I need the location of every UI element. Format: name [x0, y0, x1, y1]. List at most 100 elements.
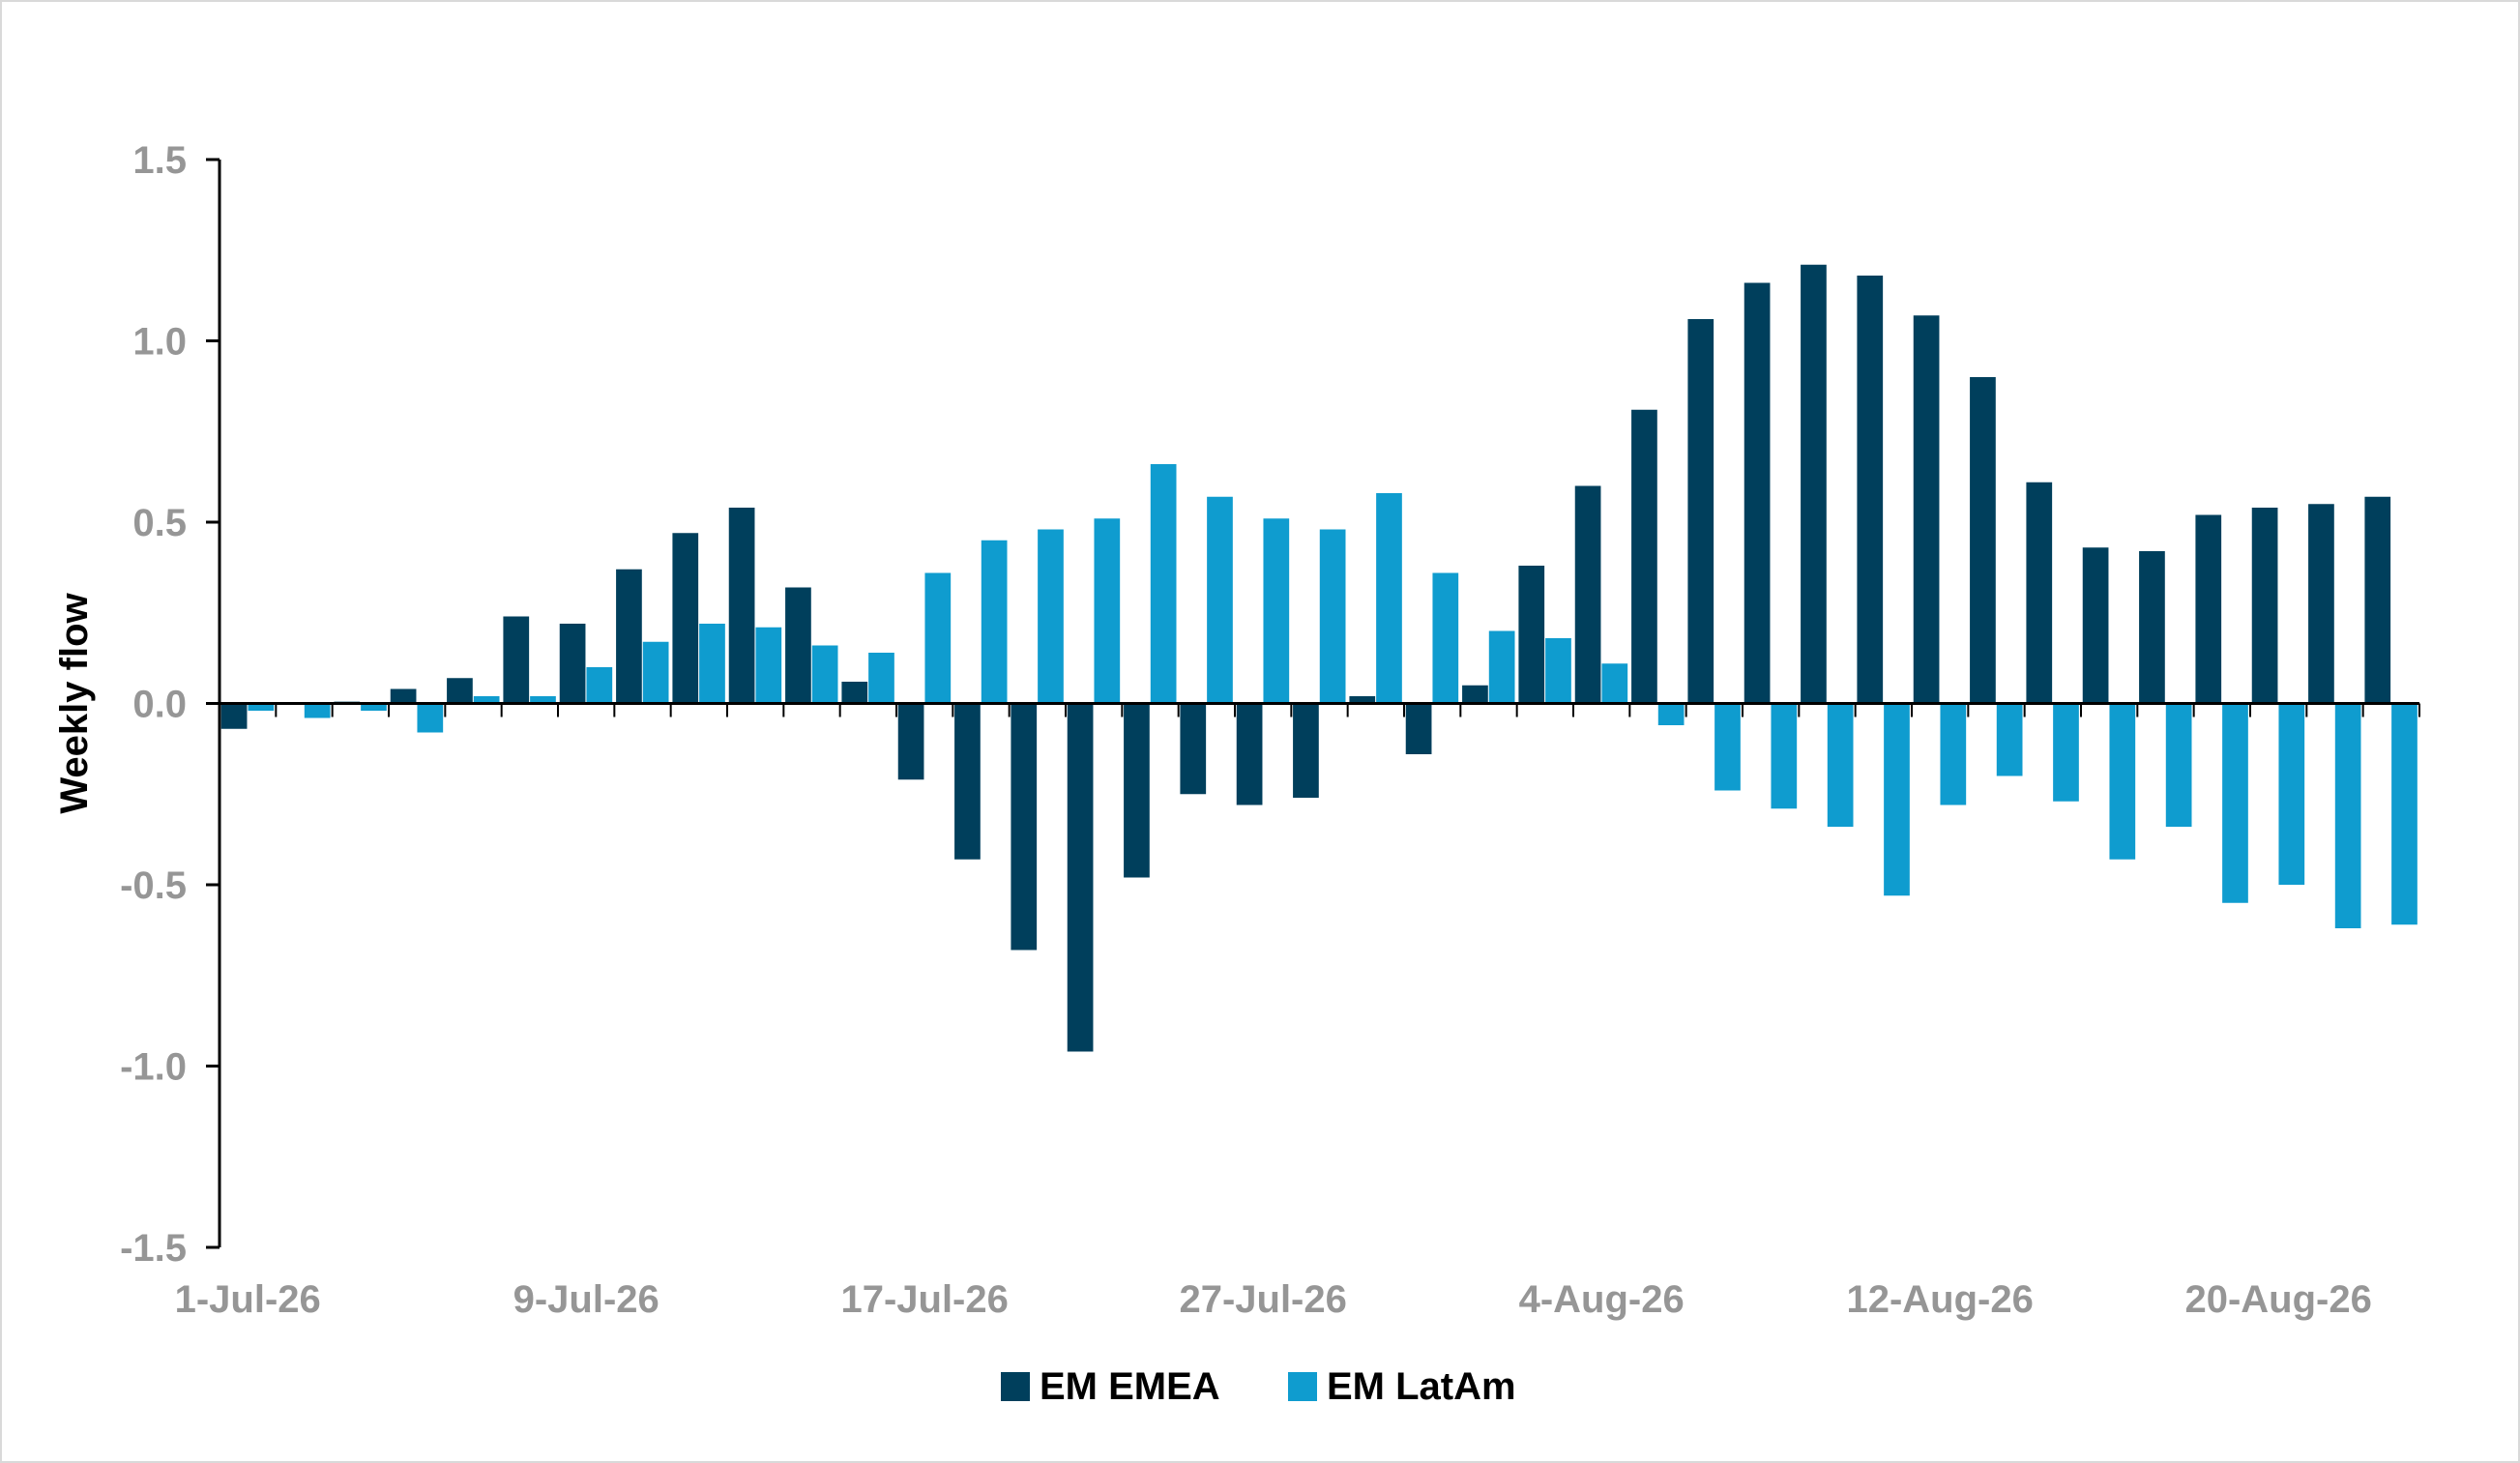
bar-em-latam-7	[642, 641, 669, 704]
x-tick-label: 20-Aug-26	[2184, 1278, 2371, 1321]
bar-em-emea-30	[1913, 315, 1940, 704]
bar-em-emea-19	[1293, 703, 1319, 798]
bar-em-latam-26	[1714, 703, 1741, 791]
bar-em-latam-3	[417, 703, 444, 733]
bar-em-emea-34	[2139, 551, 2165, 704]
bar-em-latam-5	[530, 696, 556, 704]
bar-em-latam-34	[2165, 703, 2192, 827]
bar-em-latam-25	[1657, 703, 1685, 725]
bar-em-latam-15	[1094, 518, 1121, 704]
x-tick-label: 27-Jul-26	[1179, 1278, 1346, 1321]
bar-em-emea-23	[1518, 566, 1545, 704]
x-tick-label: 9-Jul-26	[513, 1278, 659, 1321]
bar-em-emea-6	[559, 624, 586, 704]
bar-em-emea-11	[841, 682, 868, 704]
bar-em-latam-31	[1996, 703, 2023, 776]
x-tick-label: 4-Aug-26	[1519, 1278, 1685, 1321]
x-tick-label: 1-Jul-26	[175, 1278, 321, 1321]
y-tick-label: 0.0	[132, 684, 187, 726]
bar-em-latam-30	[1940, 703, 1967, 805]
y-tick-label: -0.5	[120, 864, 187, 907]
bar-em-latam-22	[1488, 630, 1515, 704]
bar-em-emea-35	[2195, 514, 2222, 704]
legend-swatch-em-emea	[1001, 1372, 1030, 1401]
bar-em-emea-5	[503, 616, 530, 704]
bar-em-latam-20	[1376, 493, 1402, 704]
bar-em-emea-24	[1574, 485, 1601, 704]
bar-em-emea-20	[1349, 696, 1376, 704]
bar-em-emea-17	[1180, 703, 1207, 795]
bar-em-latam-24	[1601, 663, 1628, 704]
y-tick-label: 1.0	[132, 321, 187, 364]
bar-em-latam-23	[1545, 638, 1571, 704]
bar-em-latam-38	[2391, 703, 2417, 925]
bar-em-latam-32	[2053, 703, 2079, 802]
bar-em-emea-31	[1970, 377, 1996, 704]
bar-em-emea-33	[2082, 547, 2109, 704]
bar-em-emea-14	[1011, 703, 1038, 951]
bar-em-latam-9	[755, 627, 782, 704]
bar-em-emea-38	[2364, 496, 2391, 704]
legend: EM EMEA EM LatAm	[1001, 1365, 1516, 1408]
bar-em-latam-10	[811, 645, 838, 704]
y-tick-label: 1.5	[132, 139, 187, 182]
y-tick-label: -1.0	[120, 1046, 187, 1089]
bar-em-emea-9	[728, 508, 755, 704]
bar-em-latam-18	[1263, 518, 1290, 704]
bar-em-emea-22	[1462, 685, 1488, 704]
x-tick-label: 12-Aug-26	[1846, 1278, 2033, 1321]
bar-em-emea-3	[390, 688, 417, 704]
bar-em-emea-16	[1124, 703, 1150, 878]
bar-em-emea-21	[1405, 703, 1432, 754]
bar-em-emea-18	[1236, 703, 1263, 805]
bar-em-latam-12	[924, 572, 952, 704]
bar-em-emea-4	[447, 678, 473, 704]
legend-label-em-latam: EM LatAm	[1327, 1365, 1516, 1408]
legend-label-em-emea: EM EMEA	[1040, 1365, 1220, 1408]
bar-em-latam-27	[1771, 703, 1798, 809]
bar-em-latam-0	[248, 703, 275, 711]
bar-em-latam-36	[2278, 703, 2305, 885]
bar-em-latam-4	[473, 696, 500, 704]
bars-layer	[220, 264, 2417, 1052]
bar-em-emea-10	[785, 587, 811, 704]
bar-em-emea-29	[1857, 276, 1884, 704]
bar-em-latam-13	[981, 540, 1008, 704]
bar-em-latam-1	[304, 703, 331, 718]
bar-em-latam-28	[1827, 703, 1854, 827]
bar-em-emea-37	[2308, 504, 2334, 704]
bar-em-latam-16	[1150, 464, 1177, 704]
bar-em-emea-32	[2026, 482, 2053, 704]
x-tick-label: 17-Jul-26	[840, 1278, 1008, 1321]
bar-em-emea-27	[1743, 282, 1771, 704]
legend-swatch-em-latam	[1288, 1372, 1317, 1401]
bar-em-emea-28	[1801, 264, 1827, 704]
bar-em-emea-36	[2251, 508, 2278, 704]
bar-em-emea-0	[220, 703, 248, 729]
bar-em-latam-19	[1319, 529, 1346, 704]
bar-em-emea-26	[1687, 319, 1714, 704]
bar-em-latam-21	[1432, 572, 1459, 704]
bar-em-latam-17	[1207, 496, 1233, 704]
y-ticks: 1.5 1.0 0.5 0.0 -0.5 -1.0 -1.5	[120, 139, 220, 1270]
bar-em-latam-11	[868, 653, 894, 704]
bar-em-latam-8	[699, 624, 725, 704]
bar-em-emea-12	[897, 703, 924, 780]
bar-em-latam-35	[2222, 703, 2248, 903]
bar-em-emea-7	[616, 569, 642, 704]
x-ticks: 1-Jul-26 9-Jul-26 17-Jul-26 27-Jul-26 4-Aug-…	[175, 703, 2420, 1321]
bar-em-latam-6	[586, 667, 613, 704]
bar-em-emea-13	[954, 703, 981, 860]
bar-em-emea-25	[1631, 409, 1657, 704]
y-tick-label: 0.5	[132, 502, 187, 544]
bar-em-latam-14	[1038, 529, 1064, 704]
bar-em-latam-33	[2109, 703, 2136, 860]
y-tick-label: -1.5	[120, 1227, 187, 1270]
bar-em-latam-2	[361, 703, 387, 711]
bar-em-emea-15	[1067, 703, 1094, 1052]
bar-em-emea-8	[672, 533, 699, 704]
y-axis-title: Weekly flow	[53, 593, 96, 814]
bar-em-latam-37	[2334, 703, 2361, 928]
